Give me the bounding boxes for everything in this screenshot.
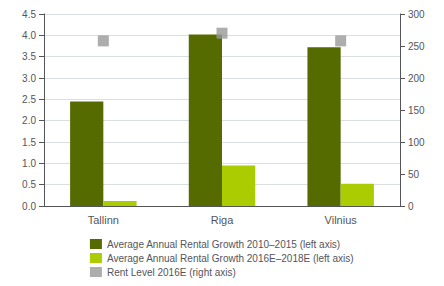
- svg-text:3.0: 3.0: [22, 73, 36, 84]
- svg-text:Rent Level 2016E (right axis): Rent Level 2016E (right axis): [107, 267, 236, 278]
- svg-text:300: 300: [408, 9, 425, 20]
- svg-text:2.0: 2.0: [22, 115, 36, 126]
- svg-text:4.5: 4.5: [22, 9, 36, 20]
- svg-text:2.5: 2.5: [22, 94, 36, 105]
- svg-text:50: 50: [408, 169, 420, 180]
- svg-text:4.0: 4.0: [22, 30, 36, 41]
- svg-text:Average Annual Rental Growth 2: Average Annual Rental Growth 2010–2015 (…: [107, 239, 340, 250]
- svg-text:0.0: 0.0: [22, 201, 36, 212]
- svg-text:1.5: 1.5: [22, 137, 36, 148]
- svg-text:Vilnius: Vilnius: [325, 214, 358, 226]
- svg-text:Tallinn: Tallinn: [88, 214, 119, 226]
- svg-text:0.5: 0.5: [22, 179, 36, 190]
- svg-text:150: 150: [408, 105, 425, 116]
- svg-text:200: 200: [408, 73, 425, 84]
- svg-text:1.0: 1.0: [22, 158, 36, 169]
- svg-text:3.5: 3.5: [22, 51, 36, 62]
- svg-text:0: 0: [408, 201, 414, 212]
- svg-text:Average Annual Rental Growth 2: Average Annual Rental Growth 2016E–2018E…: [107, 253, 354, 264]
- svg-text:250: 250: [408, 41, 425, 52]
- svg-text:Riga: Riga: [211, 214, 235, 226]
- svg-text:100: 100: [408, 137, 425, 148]
